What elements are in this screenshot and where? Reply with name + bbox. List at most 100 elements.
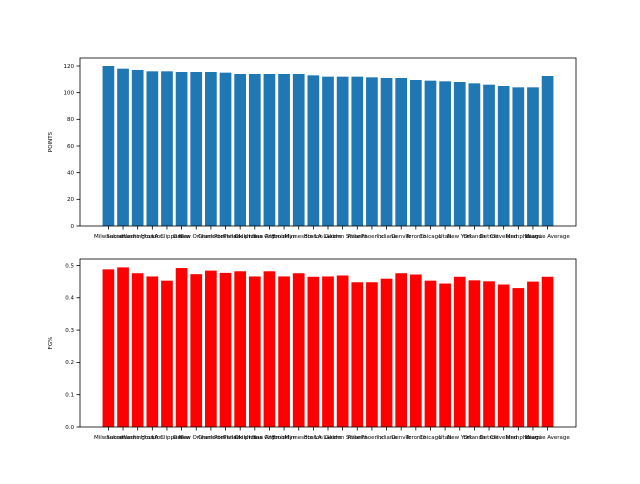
x-tick-label-1-14: Minnesota: [285, 234, 313, 240]
x-tick-label-2-31: League Average: [525, 435, 570, 441]
y-tick-label-2-1: 0.0: [65, 425, 74, 431]
bar-1-26: [468, 83, 481, 226]
y-tick-label-2-6: 0.5: [65, 263, 74, 269]
bar-1-4: [146, 71, 159, 226]
x-tick-label-2-19: Phoenix: [361, 435, 384, 441]
bar-2-1: [102, 269, 115, 427]
bar-2-3: [131, 273, 144, 427]
x-tick-label-2-10: Philadelphia: [223, 435, 257, 441]
bar-1-31: [541, 76, 554, 226]
y-tick-label-1-1: 0: [71, 224, 75, 230]
x-tick-label-1-2: Sacramento: [106, 234, 140, 240]
bar-2-15: [307, 276, 320, 427]
bar-2-19: [366, 282, 378, 427]
bar-1-7: [190, 72, 203, 226]
x-tick-label-1-27: Detroit: [480, 234, 500, 240]
bar-1-10: [234, 74, 247, 226]
bar-1-25: [453, 82, 466, 226]
bar-1-11: [248, 74, 261, 226]
x-tick-label-1-29: Memphis: [506, 234, 531, 240]
y-tick-label-2-3: 0.2: [65, 360, 74, 366]
bar-series-1: [102, 66, 554, 226]
bar-1-14: [292, 74, 305, 226]
chart-panel-1: 0 20 40 60 80 100 120 MilwaukeeSacramentoWashin…: [48, 57, 577, 240]
bar-2-24: [439, 283, 451, 427]
x-tick-label-1-18: Atlanta: [347, 234, 367, 240]
y-tick-label-2-5: 0.4: [65, 296, 74, 302]
x-tick-label-1-11: Oklahoma City: [235, 234, 276, 240]
bar-2-10: [234, 271, 247, 427]
x-tick-label-1-22: Toronto: [405, 234, 427, 240]
x-tick-label-1-10: Philadelphia: [223, 234, 257, 240]
bar-2-11: [248, 276, 261, 427]
y-tick-label-1-3: 40: [67, 170, 74, 176]
bar-1-20: [380, 78, 393, 226]
bar-1-8: [205, 72, 217, 226]
x-tick-label-1-13: Brooklyn: [272, 234, 297, 240]
bar-1-1: [102, 66, 115, 226]
bar-1-30: [527, 87, 539, 226]
x-tick-label-2-12: San Antonio: [253, 435, 287, 441]
x-tick-label-2-13: Brooklyn: [272, 435, 297, 441]
y-axis-label-2: FG%: [48, 337, 54, 350]
bar-2-30: [527, 281, 539, 427]
bar-2-18: [351, 282, 364, 427]
x-tick-label-1-19: Phoenix: [361, 234, 384, 240]
y-tick-label-2-2: 0.1: [65, 392, 74, 398]
x-tick-label-2-9: Portland: [214, 435, 237, 441]
bar-2-5: [161, 280, 173, 427]
y-axis-label-1: POINTS: [48, 131, 54, 152]
bar-1-12: [263, 74, 276, 226]
x-tick-label-1-31: League Average: [525, 234, 570, 240]
x-tick-label-1-23: Chicago: [419, 234, 442, 240]
y-tick-label-1-7: 120: [64, 64, 75, 70]
bar-2-25: [453, 276, 466, 427]
y-tick-label-1-2: 20: [67, 197, 74, 203]
bar-series-2: [102, 267, 554, 427]
x-tick-label-2-17: Golden State: [325, 435, 361, 441]
x-tick-label-1-1: Milwaukee: [94, 234, 124, 240]
bar-2-14: [292, 273, 305, 427]
bar-1-3: [131, 70, 144, 226]
x-tick-label-1-6: Dallas: [173, 234, 190, 240]
x-tick-label-2-26: Orlando: [463, 435, 485, 441]
bar-1-24: [439, 81, 451, 226]
bar-1-28: [497, 86, 510, 226]
bar-2-29: [512, 288, 525, 427]
bar-2-26: [468, 280, 481, 427]
y-tick-label-1-5: 80: [67, 117, 74, 123]
bar-1-21: [395, 78, 408, 226]
x-tick-label-1-8: Charlotte: [198, 234, 224, 240]
bar-1-27: [483, 84, 495, 226]
bar-2-9: [219, 272, 232, 427]
bar-1-15: [307, 75, 320, 226]
x-tick-label-1-20: Indiana: [376, 234, 396, 240]
x-tick-label-2-24: Utah: [439, 435, 453, 441]
x-tick-label-2-16: LA Lakers: [315, 435, 342, 441]
bar-1-6: [175, 72, 188, 226]
bar-1-9: [219, 72, 232, 226]
x-tick-label-1-21: Denver: [391, 234, 412, 240]
x-tick-label-2-30: Miami: [525, 435, 542, 441]
bar-2-16: [322, 276, 334, 427]
x-tick-label-1-16: LA Lakers: [315, 234, 342, 240]
bar-2-6: [175, 268, 188, 427]
x-tick-label-1-24: Utah: [439, 234, 453, 240]
x-tick-label-2-2: Sacramento: [106, 435, 140, 441]
bar-1-5: [161, 71, 173, 226]
x-tick-label-2-6: Dallas: [173, 435, 190, 441]
y-tick-label-2-4: 0.3: [65, 328, 74, 334]
chart-panel-2: 0.0 0.1 0.2 0.3 0.4 0.5 MilwaukeeSacramentoWas…: [48, 258, 577, 441]
x-tick-label-1-28: Cleveland: [490, 234, 517, 240]
x-tick-label-2-28: Cleveland: [490, 435, 517, 441]
bar-1-17: [336, 76, 349, 226]
bar-2-31: [541, 276, 554, 427]
bar-1-18: [351, 76, 364, 226]
bar-2-8: [205, 270, 217, 427]
x-tick-label-1-3: Washington: [122, 234, 155, 240]
x-tick-label-1-12: San Antonio: [253, 234, 287, 240]
x-tick-label-1-30: Miami: [525, 234, 542, 240]
x-tick-label-2-4: Houston: [141, 435, 164, 441]
bar-2-21: [395, 273, 408, 427]
